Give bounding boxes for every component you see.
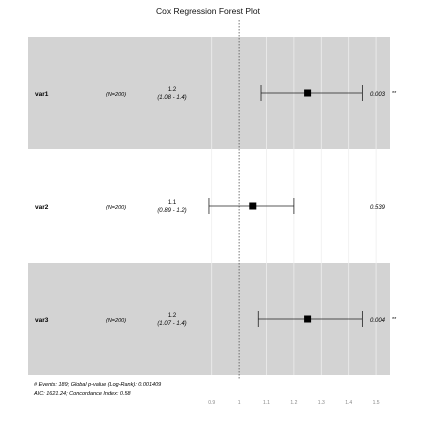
forest-row-var3: var3 (N=200) 1.2 (1.07 - 1.4) 0.004 ** bbox=[35, 311, 397, 327]
ci-label: (0.89 - 1.2) bbox=[157, 208, 186, 214]
x-tick-label: 1.3 bbox=[318, 400, 325, 406]
hr-label: 1.2 bbox=[168, 313, 177, 319]
x-tick-label: 1.2 bbox=[290, 400, 297, 406]
chart-title: Cox Regression Forest Plot bbox=[156, 6, 261, 16]
hr-label: 1.2 bbox=[168, 87, 177, 93]
x-tick-label: 1.5 bbox=[373, 400, 380, 406]
p-value-label: 0.539 bbox=[370, 205, 386, 211]
forest-row-var1: var1 (N=200) 1.2 (1.08 - 1.4) 0.003 ** bbox=[35, 85, 397, 101]
footnote-line: AIC: 1621.24; Concordance Index: 0.58 bbox=[33, 391, 132, 397]
n-label: (N=200) bbox=[106, 205, 126, 211]
x-tick-label: 1.1 bbox=[263, 400, 270, 406]
p-value-label: 0.003 bbox=[370, 92, 386, 98]
footnote-line: # Events: 189; Global p-value (Log-Rank)… bbox=[34, 382, 161, 388]
variable-label: var2 bbox=[35, 204, 49, 211]
p-value-label: 0.004 bbox=[370, 318, 386, 324]
x-tick-label: 1 bbox=[238, 400, 241, 406]
variable-label: var1 bbox=[35, 91, 49, 98]
ci-label: (1.08 - 1.4) bbox=[157, 95, 186, 101]
n-label: (N=200) bbox=[106, 92, 126, 98]
significance-label: ** bbox=[392, 91, 397, 97]
x-tick-label: 0.9 bbox=[208, 400, 215, 406]
forest-row-var2: var2 (N=200) 1.1 (0.89 - 1.2) 0.539 bbox=[35, 198, 386, 214]
x-tick-label: 1.4 bbox=[345, 400, 352, 406]
ci-label: (1.07 - 1.4) bbox=[157, 321, 186, 327]
n-label: (N=200) bbox=[106, 318, 126, 324]
hazard-ratio-point bbox=[249, 202, 257, 210]
significance-label: ** bbox=[392, 317, 397, 323]
hazard-ratio-point bbox=[304, 89, 312, 97]
hr-label: 1.1 bbox=[168, 200, 177, 206]
variable-label: var3 bbox=[35, 317, 49, 324]
hazard-ratio-point bbox=[304, 315, 312, 323]
